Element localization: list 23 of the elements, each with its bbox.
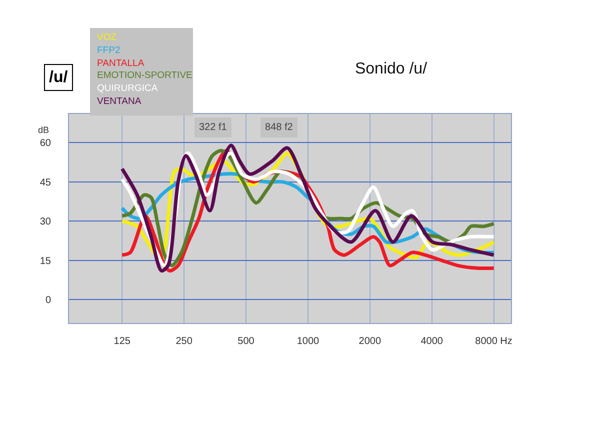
y-tick-label: 15 — [40, 256, 52, 267]
text: /u/ — [49, 69, 68, 86]
text: FFP2 — [97, 45, 120, 56]
annotation: 322 f1 — [199, 122, 228, 133]
x-tick-label: 1000 — [296, 336, 320, 347]
x-tick-label: 2000 — [358, 336, 382, 347]
y-tick-label: 60 — [40, 138, 52, 150]
text: QUIRURGICA — [97, 83, 158, 94]
x-tick-label: 8000 Hz — [475, 336, 512, 347]
chart-title: Sonido /u/ — [354, 60, 428, 78]
y-tick-label: 45 — [40, 177, 52, 188]
y-axis-title: dB — [38, 125, 50, 135]
text: VOZ — [97, 32, 117, 43]
x-tick-label: 4000 — [420, 336, 444, 347]
text: PANTALLA — [97, 58, 145, 69]
annotation: 848 f2 — [265, 122, 294, 133]
text: EMOTION-SPORTIVE — [97, 70, 192, 81]
x-tick-label: 500 — [238, 336, 255, 347]
x-tick-label: 125 — [114, 336, 131, 347]
x-tick-label: 250 — [176, 336, 193, 347]
y-tick-label: 0 — [45, 294, 52, 306]
text: VENTANA — [97, 96, 142, 107]
y-tick-label: 30 — [40, 216, 52, 228]
